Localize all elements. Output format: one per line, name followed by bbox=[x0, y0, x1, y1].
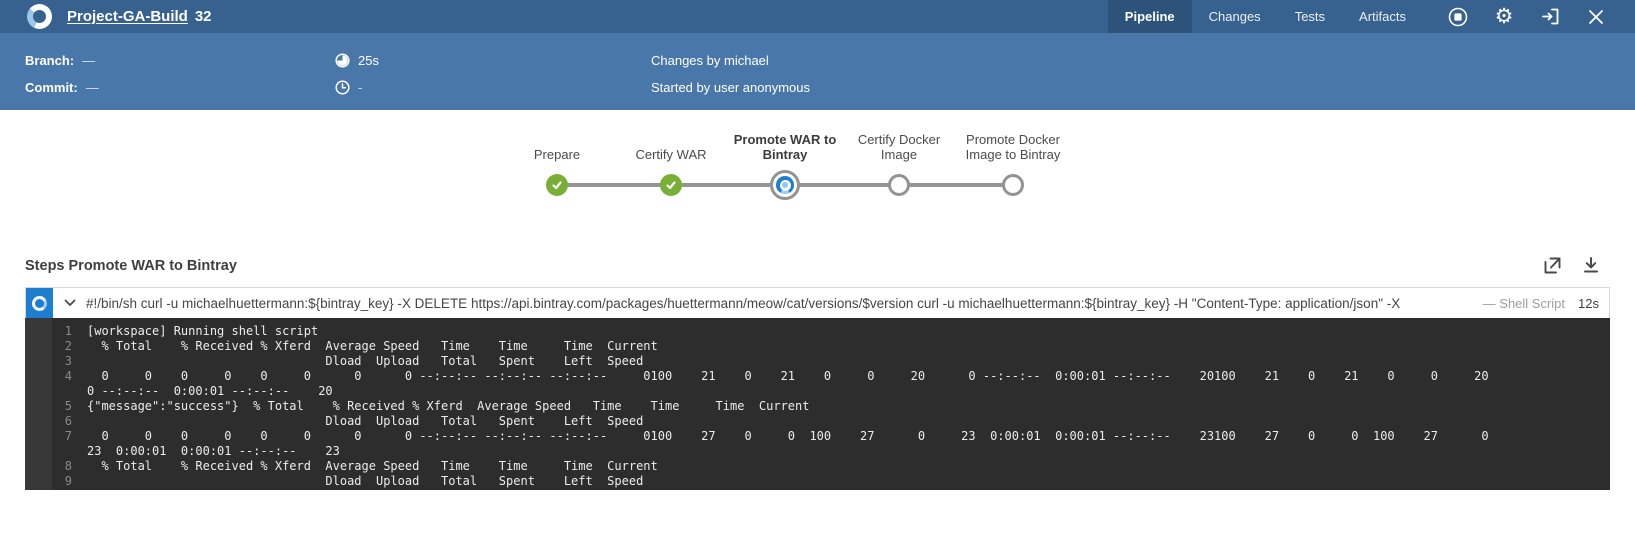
topbar-icons: ⚙ bbox=[1447, 6, 1607, 28]
stage-label: Prepare bbox=[533, 147, 581, 162]
step-row-shell-script[interactable]: #!/bin/sh curl -u michaelhuettermann:${b… bbox=[25, 287, 1610, 318]
console-line-text: 0 --:--:-- 0:00:01 --:--:-- 20 bbox=[87, 384, 333, 398]
console-line: 1 [workspace] Running shell script bbox=[25, 324, 1610, 339]
duration-row: 25s bbox=[335, 51, 379, 69]
console-line-text: % Total % Received % Xferd Average Speed… bbox=[87, 459, 658, 473]
stage-running-spinner-icon bbox=[770, 170, 800, 200]
stage-label: Certify Docker Image bbox=[857, 132, 941, 162]
close-icon[interactable] bbox=[1585, 6, 1607, 28]
console-line-text: 0 0 0 0 0 0 0 0 --:--:-- --:--:-- --:--:… bbox=[87, 369, 1489, 383]
console-line: 23 0:00:01 0:00:01 --:--:-- 23 bbox=[25, 444, 1610, 459]
pipeline-graph-stages: Prepare Certify WAR Promote WAR to Bintray… bbox=[500, 125, 1070, 200]
console-line-text: 23 0:00:01 0:00:01 --:--:-- 23 bbox=[87, 444, 340, 458]
console-line-number[interactable]: 2 bbox=[64, 339, 72, 353]
console-line-number[interactable]: 4 bbox=[64, 369, 72, 383]
console-line-text: % Total % Received % Xferd Average Speed… bbox=[87, 339, 658, 353]
console-line: 2 % Total % Received % Xferd Average Spe… bbox=[25, 339, 1610, 354]
console-line-number[interactable]: 8 bbox=[64, 459, 72, 473]
steps-actions bbox=[1541, 254, 1602, 276]
commit-row: Commit: — bbox=[25, 78, 99, 96]
tab-artifacts[interactable]: Artifacts bbox=[1359, 9, 1406, 24]
open-log-external-icon[interactable] bbox=[1541, 254, 1563, 276]
stage-label: Promote Docker Image to Bintray bbox=[965, 132, 1061, 162]
branch-value: — bbox=[82, 52, 96, 68]
console-line: 8 % Total % Received % Xferd Average Spe… bbox=[25, 459, 1610, 474]
console-line-text: 0 0 0 0 0 0 0 0 --:--:-- --:--:-- --:--:… bbox=[87, 429, 1489, 443]
commit-label: Commit: bbox=[25, 79, 78, 95]
step-duration: 12s bbox=[1578, 295, 1599, 311]
pipeline-graph: Prepare Certify WAR Promote WAR to Bintray… bbox=[500, 125, 1070, 200]
project-link[interactable]: Project-GA-Build bbox=[67, 8, 188, 25]
exit-logout-icon[interactable] bbox=[1539, 6, 1561, 28]
branch-label: Branch: bbox=[25, 52, 75, 68]
steps-heading: Steps Promote WAR to Bintray bbox=[25, 258, 237, 274]
pipeline-stage-promote-docker-image-to-bintray[interactable]: Promote Docker Image to Bintray bbox=[956, 125, 1070, 200]
console-line-number[interactable]: 1 bbox=[64, 324, 72, 338]
clock-icon bbox=[335, 79, 350, 95]
commit-value: — bbox=[85, 79, 99, 95]
console-line: 0 --:--:-- 0:00:01 --:--:-- 20 bbox=[25, 384, 1610, 399]
stage-label: Certify WAR bbox=[635, 147, 707, 162]
step-command-text: #!/bin/sh curl -u michaelhuettermann:${b… bbox=[86, 295, 1401, 311]
pipeline-stage-certify-war[interactable]: Certify WAR bbox=[614, 125, 728, 200]
console-line-text: [workspace] Running shell script bbox=[87, 324, 319, 338]
changes-by-text: Changes by michael bbox=[651, 52, 769, 68]
console-gutter-strip bbox=[25, 318, 52, 490]
download-log-icon[interactable] bbox=[1580, 254, 1602, 276]
branch-row: Branch: — bbox=[25, 51, 95, 69]
console-log[interactable]: 1 [workspace] Running shell script 2 % Tot… bbox=[25, 318, 1610, 490]
started-row: Started by user anonymous bbox=[651, 78, 810, 96]
chevron-down-icon[interactable] bbox=[64, 299, 76, 307]
changes-row: Changes by michael bbox=[651, 51, 769, 69]
console-rows: 1 [workspace] Running shell script 2 % Tot… bbox=[25, 324, 1610, 489]
step-type-label: — Shell Script bbox=[1482, 295, 1566, 311]
nav-tabs: Pipeline Changes Tests Artifacts bbox=[1107, 0, 1423, 33]
console-line: 6 Dload Upload Total Spent Left Speed bbox=[25, 414, 1610, 429]
console-line-text: Dload Upload Total Spent Left Speed bbox=[87, 474, 644, 488]
tab-tests[interactable]: Tests bbox=[1294, 9, 1326, 24]
jenkins-blueocean-logo-icon[interactable] bbox=[27, 4, 52, 29]
stage-success-check-icon bbox=[660, 174, 682, 196]
step-running-status-icon bbox=[26, 288, 53, 318]
console-line-text: {"message":"success"} % Total % Received… bbox=[87, 399, 810, 413]
stage-pending-icon bbox=[1002, 174, 1024, 196]
pipeline-stage-certify-docker-image[interactable]: Certify Docker Image bbox=[842, 125, 956, 200]
console-line-text: Dload Upload Total Spent Left Speed bbox=[87, 414, 644, 428]
console-line-number[interactable]: 9 bbox=[64, 474, 72, 488]
pipeline-stage-promote-war-to-bintray[interactable]: Promote WAR to Bintray bbox=[728, 125, 842, 200]
tab-pipeline[interactable]: Pipeline bbox=[1107, 0, 1192, 33]
step-meta: — Shell Script 12s bbox=[1483, 296, 1599, 311]
build-number: 32 bbox=[194, 8, 212, 25]
console-line: 7 0 0 0 0 0 0 0 0 --:--:-- --:--:-- --:-… bbox=[25, 429, 1610, 444]
top-bar: Project-GA-Build 32 Pipeline Changes Tests… bbox=[0, 0, 1635, 33]
end-time-row: - bbox=[335, 78, 362, 96]
pipeline-stage-prepare[interactable]: Prepare bbox=[500, 125, 614, 200]
console-line-number[interactable]: 3 bbox=[64, 354, 72, 368]
duration-value: 25s bbox=[358, 52, 379, 68]
started-by-text: Started by user anonymous bbox=[651, 79, 810, 95]
console-line-number[interactable]: 7 bbox=[64, 429, 72, 443]
stage-pending-icon bbox=[888, 174, 910, 196]
duration-icon bbox=[335, 52, 350, 68]
stage-label: Promote WAR to Bintray bbox=[733, 132, 837, 162]
gear-glyph: ⚙ bbox=[1494, 4, 1514, 28]
run-title: Project-GA-Build 32 bbox=[67, 8, 212, 25]
tab-changes[interactable]: Changes bbox=[1208, 9, 1261, 24]
stage-success-check-icon bbox=[546, 174, 568, 196]
console-line: 4 0 0 0 0 0 0 0 0 --:--:-- --:--:-- --:-… bbox=[25, 369, 1610, 384]
stop-build-icon[interactable] bbox=[1447, 6, 1469, 28]
end-time-value: - bbox=[358, 79, 363, 95]
console-line-text: Dload Upload Total Spent Left Speed bbox=[87, 354, 644, 368]
console-line-number[interactable]: 5 bbox=[64, 399, 72, 413]
logo-hole bbox=[33, 10, 46, 23]
console-line: 9 Dload Upload Total Spent Left Speed bbox=[25, 474, 1610, 489]
console-line: 3 Dload Upload Total Spent Left Speed bbox=[25, 354, 1610, 369]
console-line: 5 {"message":"success"} % Total % Receive… bbox=[25, 399, 1610, 414]
settings-gear-icon[interactable]: ⚙ bbox=[1493, 6, 1515, 28]
run-info-bar: Branch: — Commit: — 25s - Changes by mic… bbox=[0, 33, 1635, 110]
console-line-number[interactable]: 6 bbox=[64, 414, 72, 428]
